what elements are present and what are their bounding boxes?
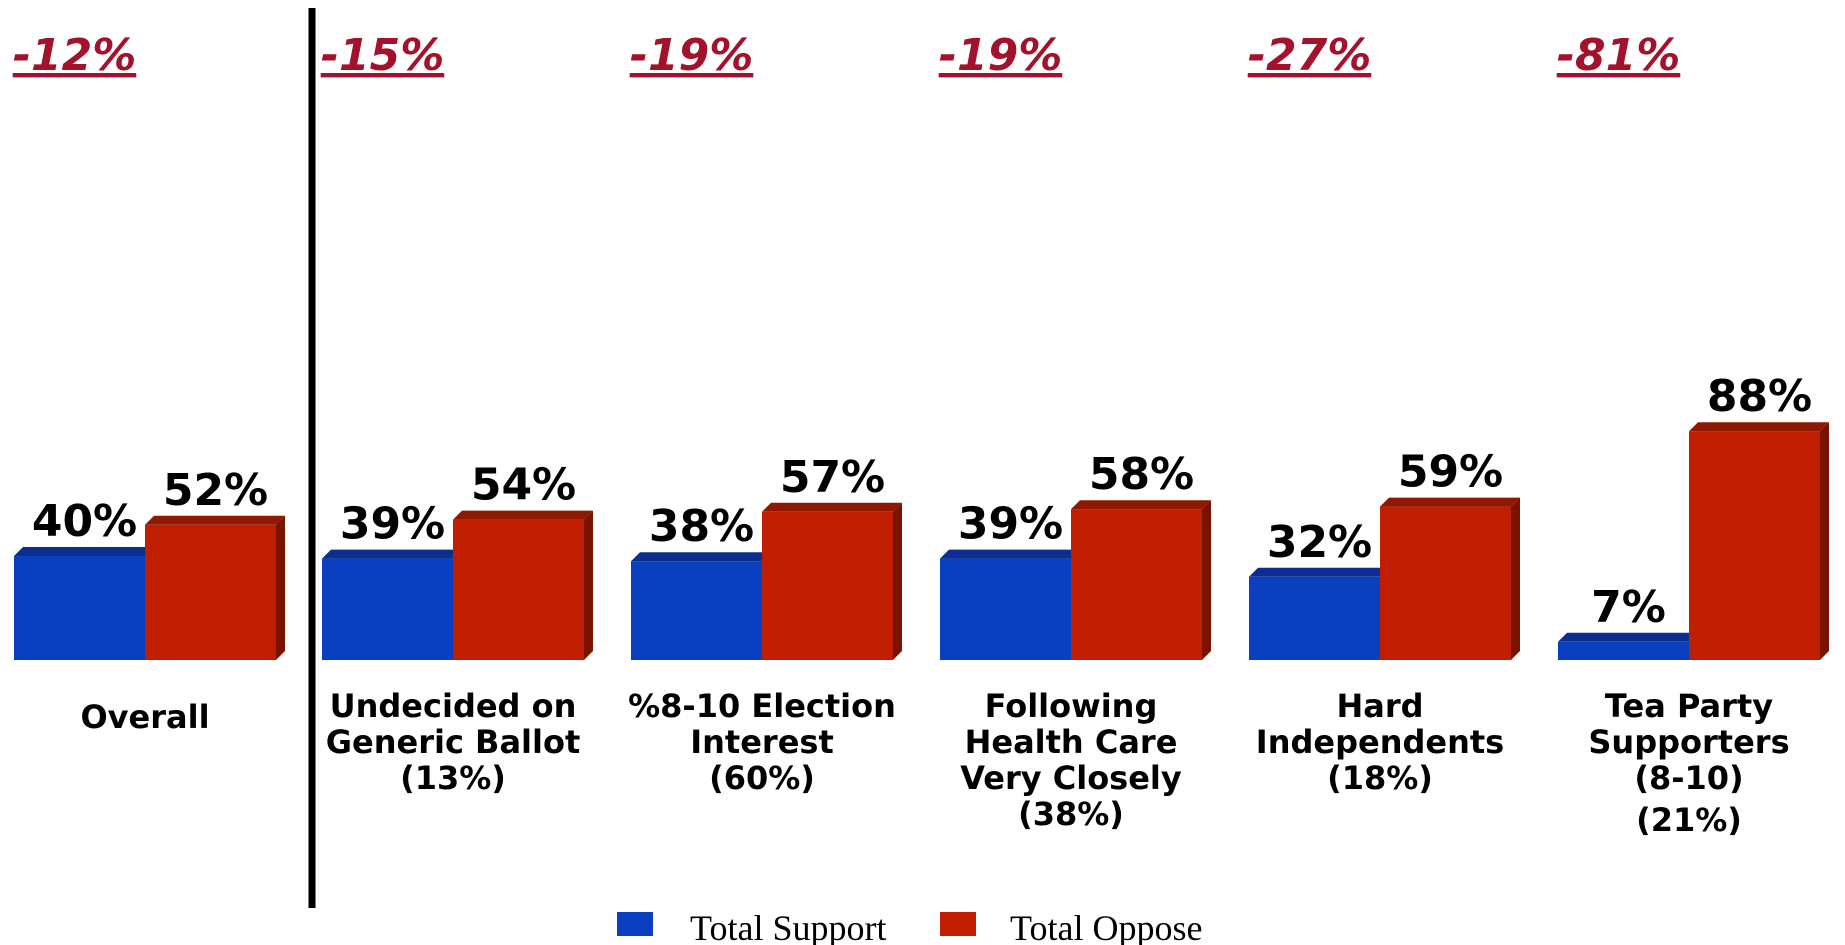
bar-top-support-3 xyxy=(940,549,1080,559)
value-label-support-1: 39% xyxy=(340,499,445,550)
category-label-1-line-2: (13%) xyxy=(400,759,506,797)
bar-oppose-4 xyxy=(1380,506,1511,660)
bar-top-oppose-2 xyxy=(762,502,902,512)
value-label-oppose-4: 59% xyxy=(1398,447,1503,498)
bar-top-support-0 xyxy=(14,547,154,556)
bar-top-support-5 xyxy=(1558,632,1698,642)
category-label-5-line-0: Tea Party xyxy=(1605,687,1773,725)
bar-oppose-0 xyxy=(145,524,276,660)
value-label-oppose-2: 57% xyxy=(780,452,885,503)
legend-label-support: Total Support xyxy=(690,908,886,945)
bar-group xyxy=(14,422,1829,660)
value-label-oppose-0: 52% xyxy=(163,465,268,516)
category-label-5-line-2: (8-10) xyxy=(1634,759,1743,797)
bar-oppose-5 xyxy=(1689,431,1820,660)
bar-side-oppose-2 xyxy=(893,502,902,660)
bar-top-oppose-0 xyxy=(145,515,285,525)
value-label-support-3: 39% xyxy=(958,499,1063,550)
category-label-5-line-1: Supporters xyxy=(1588,723,1789,761)
net-label-4: -27% xyxy=(1248,30,1372,81)
category-label-5-line-3: (21%) xyxy=(1636,801,1742,839)
legend-swatch-support xyxy=(617,912,653,936)
value-label-oppose-3: 58% xyxy=(1089,449,1194,500)
bar-top-oppose-3 xyxy=(1071,500,1211,510)
bar-top-oppose-1 xyxy=(453,510,593,520)
bar-top-oppose-5 xyxy=(1689,422,1829,432)
label-group: 40% 39% 38% 39% 32% 7% 52% 54% 57% 58% 59% 88% -12% -… xyxy=(13,30,1812,839)
bar-oppose-1 xyxy=(453,519,584,660)
bar-oppose-3 xyxy=(1071,509,1202,660)
legend-label-oppose: Total Oppose xyxy=(1010,908,1202,945)
net-label-0: -12% xyxy=(13,30,137,81)
category-label-3-line-2: Very Closely xyxy=(960,759,1182,797)
category-label-4-line-0: Hard xyxy=(1336,687,1423,725)
legend: Total Support Total Oppose xyxy=(617,908,1202,945)
category-label-1-line-0: Undecided on xyxy=(330,687,577,725)
category-label-3-line-3: (38%) xyxy=(1018,795,1124,833)
value-label-support-4: 32% xyxy=(1267,517,1372,568)
bar-support-0 xyxy=(14,556,145,660)
category-label-2-line-0: %8-10 Election xyxy=(628,687,896,725)
bar-top-support-2 xyxy=(631,552,771,562)
bar-side-oppose-3 xyxy=(1202,500,1211,660)
category-label-0-line-0: Overall xyxy=(80,698,209,736)
net-label-3: -19% xyxy=(939,30,1063,81)
category-label-2-line-2: (60%) xyxy=(709,759,815,797)
value-label-oppose-1: 54% xyxy=(471,460,576,511)
legend-swatch-oppose xyxy=(940,912,976,936)
net-label-2: -19% xyxy=(630,30,754,81)
value-label-oppose-5: 88% xyxy=(1707,371,1812,422)
category-label-2-line-1: Interest xyxy=(690,723,834,761)
net-label-5: -81% xyxy=(1557,30,1681,81)
bar-support-3 xyxy=(940,558,1071,660)
bar-side-oppose-1 xyxy=(584,510,593,660)
category-label-4-line-2: (18%) xyxy=(1327,759,1433,797)
bar-support-5 xyxy=(1558,641,1689,660)
bar-support-1 xyxy=(322,558,453,660)
bar-side-oppose-4 xyxy=(1511,497,1520,660)
value-label-support-2: 38% xyxy=(649,501,754,552)
bar-top-oppose-4 xyxy=(1380,497,1520,507)
bar-side-oppose-5 xyxy=(1820,422,1829,660)
value-label-support-0: 40% xyxy=(32,496,137,547)
bar-side-oppose-0 xyxy=(276,515,285,660)
category-label-1-line-1: Generic Ballot xyxy=(326,723,581,761)
value-label-support-5: 7% xyxy=(1591,582,1666,633)
category-label-3-line-1: Health Care xyxy=(965,723,1178,761)
bar-support-2 xyxy=(631,561,762,660)
category-label-3-line-0: Following xyxy=(985,687,1158,725)
bar-top-support-4 xyxy=(1249,567,1389,577)
bar-oppose-2 xyxy=(762,511,893,660)
net-label-1: -15% xyxy=(321,30,445,81)
bar-support-4 xyxy=(1249,576,1380,660)
bar-top-support-1 xyxy=(322,549,462,559)
category-label-4-line-1: Independents xyxy=(1256,723,1504,761)
